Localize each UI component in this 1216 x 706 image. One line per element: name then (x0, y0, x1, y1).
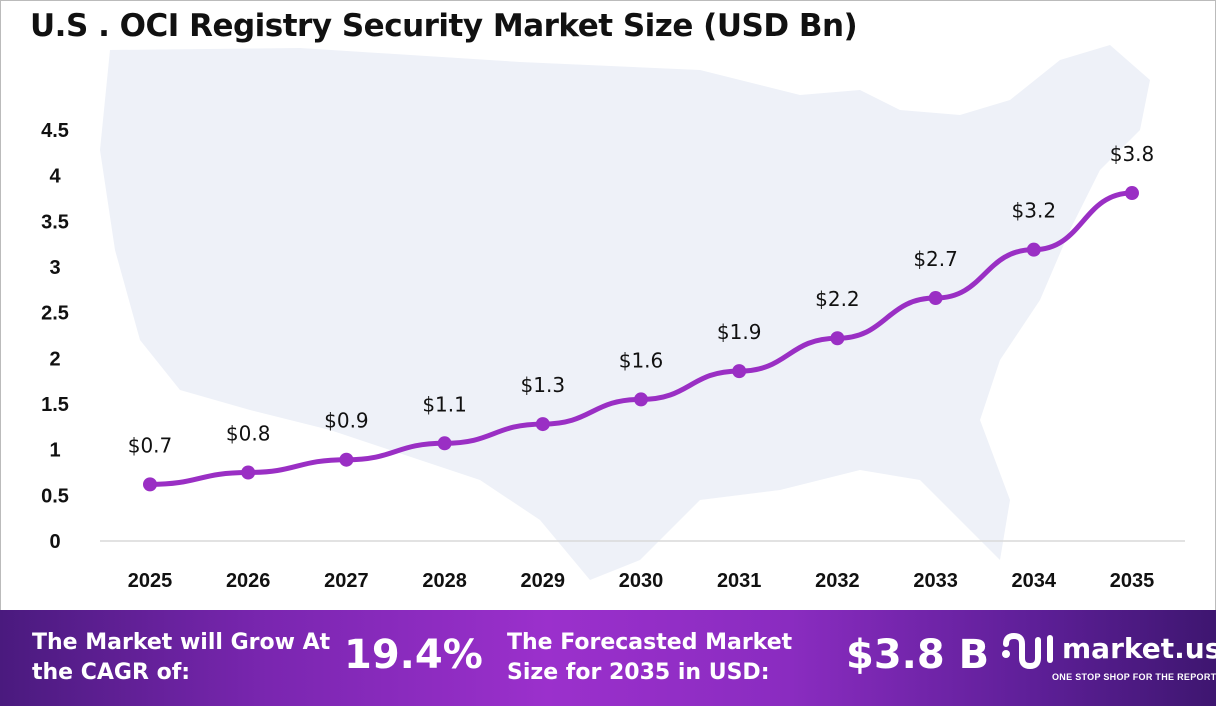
logo-tagline: ONE STOP SHOP FOR THE REPORTS (1052, 672, 1216, 682)
data-point (1026, 242, 1041, 257)
data-point (535, 417, 550, 432)
x-tick-label: 2033 (913, 570, 958, 592)
data-label: $0.7 (128, 433, 173, 457)
x-tick-label: 2028 (422, 570, 467, 592)
data-label: $1.6 (619, 348, 664, 372)
data-point (928, 291, 943, 306)
chart-title: U.S . OCI Registry Security Market Size … (30, 8, 858, 44)
data-label: $2.2 (815, 287, 860, 311)
data-point (732, 364, 747, 379)
data-label: $3.2 (1012, 199, 1057, 223)
us-map-silhouette (100, 45, 1150, 580)
logo-name: market.us (1062, 632, 1216, 665)
y-tick-label: 0.5 (41, 485, 69, 507)
y-tick-label: 1.5 (41, 394, 69, 416)
chart-area: 0 0.5 1 1.5 2 2.5 3 3.5 4 4.5 2025 2026 2027 2028 202… (41, 45, 1185, 592)
x-tick-label: 2027 (324, 570, 369, 592)
x-tick-label: 2026 (226, 570, 271, 592)
x-tick-label: 2035 (1110, 570, 1155, 592)
y-tick-label: 2 (49, 348, 60, 370)
x-tick-label: 2025 (128, 570, 173, 592)
data-point (143, 477, 157, 492)
cagr-value: 19.4% (344, 632, 483, 678)
data-label: $0.8 (226, 422, 271, 446)
data-point (437, 436, 452, 451)
y-tick-label: 3 (49, 257, 60, 279)
data-point (1125, 186, 1139, 201)
forecast-value: $3.8 B (846, 632, 990, 678)
data-label: $0.9 (324, 409, 369, 433)
data-label: $3.8 (1110, 142, 1155, 166)
y-tick-label: 3.5 (41, 211, 69, 233)
x-tick-label: 2030 (619, 570, 664, 592)
x-tick-label: 2032 (815, 570, 860, 592)
x-tick-label: 2029 (521, 570, 566, 592)
data-point (241, 465, 256, 480)
footer-banner: The Market will Grow At the CAGR of: 19.… (0, 610, 1216, 706)
data-label: $1.1 (422, 392, 467, 416)
y-tick-label: 1 (49, 440, 60, 462)
market-us-logo-icon (1002, 632, 1053, 670)
data-label: $1.3 (521, 373, 566, 397)
y-tick-label: 2.5 (41, 303, 69, 325)
series-line (147, 190, 1135, 487)
x-tick-label: 2034 (1012, 570, 1057, 592)
x-tick-label: 2031 (717, 570, 762, 592)
cagr-label: The Market will Grow At the CAGR of: (32, 630, 331, 685)
data-point (339, 452, 354, 467)
y-tick-label: 0 (49, 531, 60, 553)
y-tick-label: 4 (49, 166, 61, 188)
data-label: $1.9 (717, 320, 762, 344)
data-point (830, 331, 845, 346)
data-label: $2.7 (913, 247, 958, 271)
data-point (634, 392, 648, 407)
y-tick-label: 4.5 (41, 120, 69, 142)
forecast-label: The Forecasted Market Size for 2035 in U… (507, 630, 793, 685)
